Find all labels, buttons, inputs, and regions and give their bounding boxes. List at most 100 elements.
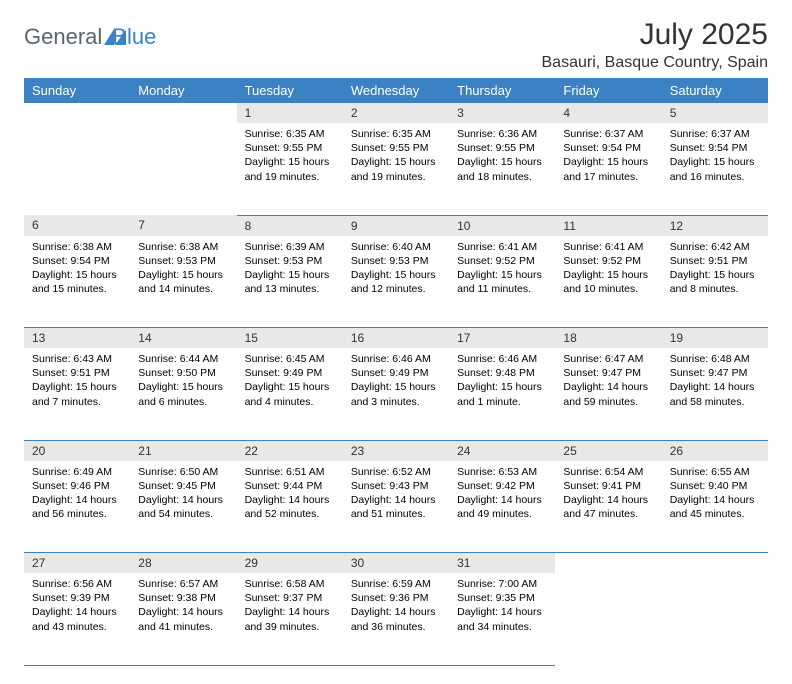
sunset-text: Sunset: 9:55 PM [351, 141, 441, 155]
day-number: 26 [662, 441, 768, 461]
sunset-text: Sunset: 9:54 PM [32, 254, 122, 268]
daylight-text: Daylight: 14 hours and 58 minutes. [670, 380, 760, 408]
daylight-text: Daylight: 15 hours and 3 minutes. [351, 380, 441, 408]
daynum-row: 12345 [24, 103, 768, 123]
daylight-text: Daylight: 14 hours and 34 minutes. [457, 605, 547, 633]
daynum-cell: 11 [555, 215, 661, 236]
daylight-text: Daylight: 14 hours and 51 minutes. [351, 493, 441, 521]
sunrise-text: Sunrise: 6:49 AM [32, 465, 122, 479]
sunrise-text: Sunrise: 6:42 AM [670, 240, 760, 254]
daylight-text: Daylight: 15 hours and 11 minutes. [457, 268, 547, 296]
sunset-text: Sunset: 9:54 PM [563, 141, 653, 155]
month-title: July 2025 [542, 18, 769, 52]
day-content: Sunrise: 6:59 AMSunset: 9:36 PMDaylight:… [343, 573, 449, 640]
sunset-text: Sunset: 9:48 PM [457, 366, 547, 380]
sunrise-text: Sunrise: 6:57 AM [138, 577, 228, 591]
daynum-cell: 12 [662, 215, 768, 236]
day-content: Sunrise: 6:35 AMSunset: 9:55 PMDaylight:… [343, 123, 449, 190]
sunrise-text: Sunrise: 6:52 AM [351, 465, 441, 479]
daylight-text: Daylight: 14 hours and 52 minutes. [245, 493, 335, 521]
sunset-text: Sunset: 9:49 PM [351, 366, 441, 380]
daylight-text: Daylight: 14 hours and 47 minutes. [563, 493, 653, 521]
day-cell: Sunrise: 6:41 AMSunset: 9:52 PMDaylight:… [449, 236, 555, 328]
day-number: 8 [237, 216, 343, 236]
day-cell: Sunrise: 6:44 AMSunset: 9:50 PMDaylight:… [130, 348, 236, 440]
day-cell: Sunrise: 6:48 AMSunset: 9:47 PMDaylight:… [662, 348, 768, 440]
daynum-cell: 5 [662, 103, 768, 123]
day-cell: Sunrise: 6:55 AMSunset: 9:40 PMDaylight:… [662, 461, 768, 553]
daynum-cell: 9 [343, 215, 449, 236]
daylight-text: Daylight: 14 hours and 43 minutes. [32, 605, 122, 633]
daynum-cell: 6 [24, 215, 130, 236]
sunrise-text: Sunrise: 6:45 AM [245, 352, 335, 366]
sunrise-text: Sunrise: 6:44 AM [138, 352, 228, 366]
daynum-cell: 18 [555, 328, 661, 349]
day-number: 24 [449, 441, 555, 461]
day-cell: Sunrise: 6:40 AMSunset: 9:53 PMDaylight:… [343, 236, 449, 328]
sunrise-text: Sunrise: 6:47 AM [563, 352, 653, 366]
day-cell: Sunrise: 6:41 AMSunset: 9:52 PMDaylight:… [555, 236, 661, 328]
day-content: Sunrise: 6:39 AMSunset: 9:53 PMDaylight:… [237, 236, 343, 303]
daylight-text: Daylight: 15 hours and 19 minutes. [351, 155, 441, 183]
brand-text-blue: Blue [112, 24, 156, 50]
daynum-cell: 2 [343, 103, 449, 123]
sunrise-text: Sunrise: 6:55 AM [670, 465, 760, 479]
day-content: Sunrise: 6:50 AMSunset: 9:45 PMDaylight:… [130, 461, 236, 528]
sunset-text: Sunset: 9:52 PM [563, 254, 653, 268]
day-cell: Sunrise: 6:37 AMSunset: 9:54 PMDaylight:… [662, 123, 768, 215]
sunrise-text: Sunrise: 6:37 AM [563, 127, 653, 141]
daynum-cell: 4 [555, 103, 661, 123]
day-content: Sunrise: 6:53 AMSunset: 9:42 PMDaylight:… [449, 461, 555, 528]
day-content: Sunrise: 6:43 AMSunset: 9:51 PMDaylight:… [24, 348, 130, 415]
daylight-text: Daylight: 14 hours and 54 minutes. [138, 493, 228, 521]
day-cell: Sunrise: 6:53 AMSunset: 9:42 PMDaylight:… [449, 461, 555, 553]
daylight-text: Daylight: 15 hours and 1 minute. [457, 380, 547, 408]
sunset-text: Sunset: 9:47 PM [563, 366, 653, 380]
day-cell: Sunrise: 6:36 AMSunset: 9:55 PMDaylight:… [449, 123, 555, 215]
day-number: 9 [343, 216, 449, 236]
sunrise-text: Sunrise: 6:50 AM [138, 465, 228, 479]
daynum-cell: 8 [237, 215, 343, 236]
day-cell [662, 573, 768, 665]
daylight-text: Daylight: 15 hours and 12 minutes. [351, 268, 441, 296]
day-cell: Sunrise: 6:45 AMSunset: 9:49 PMDaylight:… [237, 348, 343, 440]
daynum-cell: 20 [24, 440, 130, 461]
day-content: Sunrise: 6:47 AMSunset: 9:47 PMDaylight:… [555, 348, 661, 415]
day-number: 10 [449, 216, 555, 236]
daynum-cell: 15 [237, 328, 343, 349]
daynum-cell: 3 [449, 103, 555, 123]
day-cell [555, 573, 661, 665]
sunset-text: Sunset: 9:39 PM [32, 591, 122, 605]
day-cell: Sunrise: 6:49 AMSunset: 9:46 PMDaylight:… [24, 461, 130, 553]
day-number: 4 [555, 103, 661, 123]
day-content: Sunrise: 6:38 AMSunset: 9:54 PMDaylight:… [24, 236, 130, 303]
daynum-cell: 14 [130, 328, 236, 349]
sunrise-text: Sunrise: 6:35 AM [245, 127, 335, 141]
daynum-cell: 26 [662, 440, 768, 461]
sunrise-text: Sunrise: 6:54 AM [563, 465, 653, 479]
daynum-cell: 17 [449, 328, 555, 349]
daynum-row: 20212223242526 [24, 440, 768, 461]
day-number: 17 [449, 328, 555, 348]
day-number: 3 [449, 103, 555, 123]
week-row: Sunrise: 6:56 AMSunset: 9:39 PMDaylight:… [24, 573, 768, 665]
weekday-header: Sunday [24, 78, 130, 103]
weekday-header: Monday [130, 78, 236, 103]
sunrise-text: Sunrise: 6:41 AM [563, 240, 653, 254]
sunset-text: Sunset: 9:42 PM [457, 479, 547, 493]
day-content: Sunrise: 6:49 AMSunset: 9:46 PMDaylight:… [24, 461, 130, 528]
sunrise-text: Sunrise: 6:59 AM [351, 577, 441, 591]
day-cell: Sunrise: 6:57 AMSunset: 9:38 PMDaylight:… [130, 573, 236, 665]
sunset-text: Sunset: 9:49 PM [245, 366, 335, 380]
sunrise-text: Sunrise: 6:53 AM [457, 465, 547, 479]
day-cell [24, 123, 130, 215]
day-cell: Sunrise: 6:56 AMSunset: 9:39 PMDaylight:… [24, 573, 130, 665]
daylight-text: Daylight: 14 hours and 45 minutes. [670, 493, 760, 521]
sunset-text: Sunset: 9:43 PM [351, 479, 441, 493]
daynum-cell: 22 [237, 440, 343, 461]
day-number: 14 [130, 328, 236, 348]
daylight-text: Daylight: 15 hours and 15 minutes. [32, 268, 122, 296]
day-number: 2 [343, 103, 449, 123]
day-number: 6 [24, 215, 130, 235]
daynum-row: 6789101112 [24, 215, 768, 236]
